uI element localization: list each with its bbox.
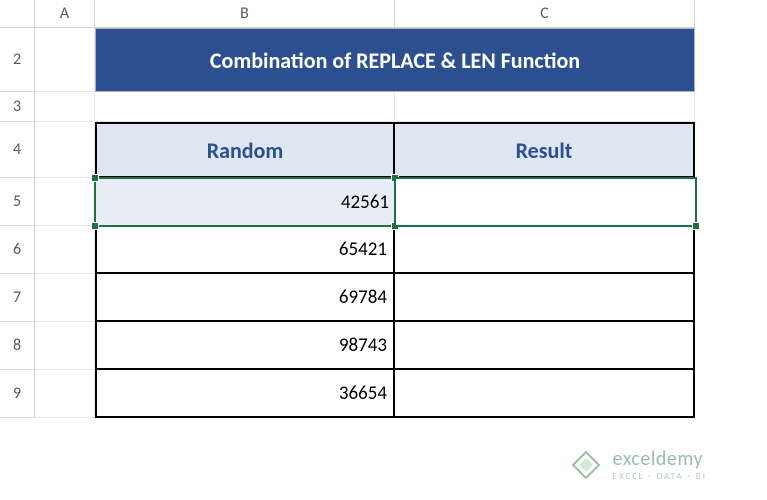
cell-C6[interactable] <box>395 226 695 274</box>
cell-C5[interactable]: =REPLACE(B5,LEN(B5),1,"") <box>395 178 695 226</box>
row-header-2[interactable]: 2 <box>0 28 35 92</box>
cell-C7[interactable] <box>395 274 695 322</box>
cell-B7[interactable]: 69784 <box>95 274 395 322</box>
cell-value: 69784 <box>339 286 387 309</box>
row-label: 5 <box>13 192 21 211</box>
row-header-9[interactable]: 9 <box>0 370 35 418</box>
cell-B3[interactable] <box>95 92 395 122</box>
watermark-subtitle: EXCEL · DATA · BI <box>613 471 707 482</box>
col-header-A[interactable]: A <box>35 0 95 28</box>
formula-token: ,LEN( <box>498 190 536 212</box>
cell-A9[interactable] <box>35 370 95 418</box>
cell-B8[interactable]: 98743 <box>95 322 395 370</box>
cell-value: 65421 <box>339 238 387 261</box>
cell-value: 42561 <box>339 190 387 213</box>
cell-value: 36654 <box>339 382 387 405</box>
cell-A7[interactable] <box>35 274 95 322</box>
cell-C3[interactable] <box>395 92 695 122</box>
row-label: 6 <box>13 240 21 259</box>
row-label: 9 <box>13 384 21 403</box>
cell-A8[interactable] <box>35 322 95 370</box>
cell-C8[interactable] <box>395 322 695 370</box>
row-label: 4 <box>13 140 21 159</box>
cell-A6[interactable] <box>35 226 95 274</box>
col-header-B[interactable]: B <box>95 0 395 28</box>
row-header-3[interactable]: 3 <box>0 92 35 122</box>
cell-value: 98743 <box>339 334 387 357</box>
formula-token: B5 <box>536 190 555 212</box>
row-label: 2 <box>13 50 21 69</box>
watermark-title: exceldemy <box>613 447 707 471</box>
title-text: Combination of REPLACE & LEN Function <box>210 47 580 74</box>
formula-token: =REPLACE( <box>401 190 480 212</box>
title-banner: Combination of REPLACE & LEN Function <box>95 28 695 92</box>
row-header-5[interactable]: 5 <box>0 178 35 226</box>
cell-A2[interactable] <box>35 28 95 92</box>
cell-C9[interactable] <box>395 370 695 418</box>
row-label: 3 <box>13 97 21 116</box>
cell-B6[interactable]: 65421 <box>95 226 395 274</box>
header-label: Result <box>516 137 573 164</box>
cell-A3[interactable] <box>35 92 95 122</box>
cell-B5[interactable]: 42561 <box>95 178 395 226</box>
row-label: 8 <box>13 336 21 355</box>
watermark-text: exceldemy EXCEL · DATA · BI <box>613 447 707 482</box>
cell-A5[interactable] <box>35 178 95 226</box>
formula-token: ),1,"") <box>555 190 598 212</box>
spreadsheet: A B C 2 3 4 5 6 7 8 9 Combination of REP… <box>0 0 767 500</box>
cell-B9[interactable]: 36654 <box>95 370 395 418</box>
watermark: exceldemy EXCEL · DATA · BI <box>569 447 707 482</box>
header-random[interactable]: Random <box>95 122 395 178</box>
exceldemy-logo-icon <box>569 448 603 482</box>
col-label: C <box>540 4 549 23</box>
header-label: Random <box>207 137 284 164</box>
header-corner[interactable] <box>0 0 35 28</box>
col-label: A <box>60 4 69 23</box>
col-header-C[interactable]: C <box>395 0 695 28</box>
row-header-4[interactable]: 4 <box>0 122 35 178</box>
cell-A4[interactable] <box>35 122 95 178</box>
row-header-6[interactable]: 6 <box>0 226 35 274</box>
header-result[interactable]: Result <box>395 122 695 178</box>
col-label: B <box>240 4 249 23</box>
row-header-7[interactable]: 7 <box>0 274 35 322</box>
row-header-8[interactable]: 8 <box>0 322 35 370</box>
formula-token: B5 <box>480 190 499 212</box>
row-label: 7 <box>13 288 21 307</box>
